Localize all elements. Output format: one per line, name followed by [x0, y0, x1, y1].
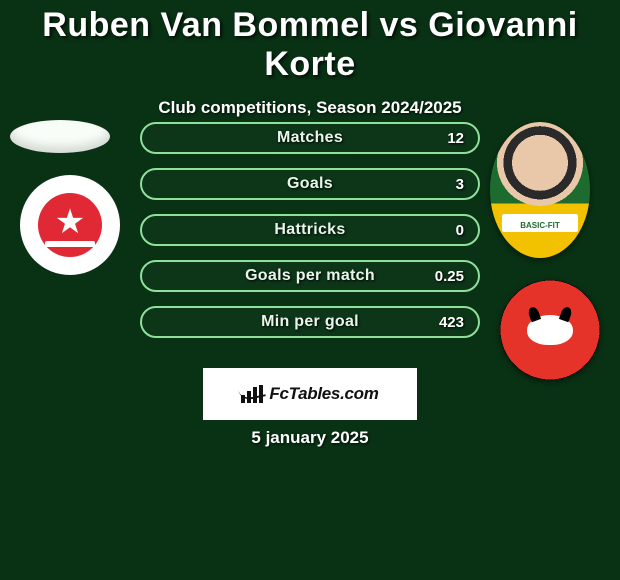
stats-list: Matches 12 Goals 3 Hattricks 0 Goals per match… — [140, 122, 480, 352]
stat-label: Goals per match — [245, 267, 375, 285]
stat-row: Min per goal 423 — [140, 306, 480, 338]
player-right-avatar: BASIC-FIT — [490, 122, 590, 258]
page-title: Ruben Van Bommel vs Giovanni Korte — [0, 0, 620, 84]
chart-icon — [241, 385, 263, 403]
stat-value-right: 3 — [456, 176, 464, 193]
bull-icon — [527, 315, 573, 345]
stat-row: Goals per match 0.25 — [140, 260, 480, 292]
jersey-text: BASIC-FIT — [490, 221, 590, 230]
stat-value-right: 423 — [439, 314, 464, 331]
stat-row: Hattricks 0 — [140, 214, 480, 246]
player-left-avatar — [10, 120, 110, 153]
stat-label: Goals — [287, 175, 333, 193]
stat-label: Min per goal — [261, 313, 359, 331]
stat-value-right: 12 — [447, 130, 464, 147]
branding-text: FcTables.com — [269, 384, 378, 404]
stat-row: Matches 12 — [140, 122, 480, 154]
star-icon: ★ — [55, 205, 85, 239]
stat-value-right: 0 — [456, 222, 464, 239]
stat-label: Hattricks — [274, 221, 345, 239]
stat-value-right: 0.25 — [435, 268, 464, 285]
club-left-inner: ★ — [38, 193, 102, 257]
stat-row: Goals 3 — [140, 168, 480, 200]
club-left-badge: ★ — [20, 175, 120, 275]
stat-label: Matches — [277, 129, 343, 147]
branding-badge: FcTables.com — [203, 368, 417, 420]
subtitle: Club competitions, Season 2024/2025 — [0, 98, 620, 118]
club-left-bar — [45, 241, 95, 247]
club-right-badge — [500, 280, 600, 380]
date-label: 5 january 2025 — [0, 428, 620, 448]
comparison-card: Ruben Van Bommel vs Giovanni Korte Club … — [0, 0, 620, 580]
